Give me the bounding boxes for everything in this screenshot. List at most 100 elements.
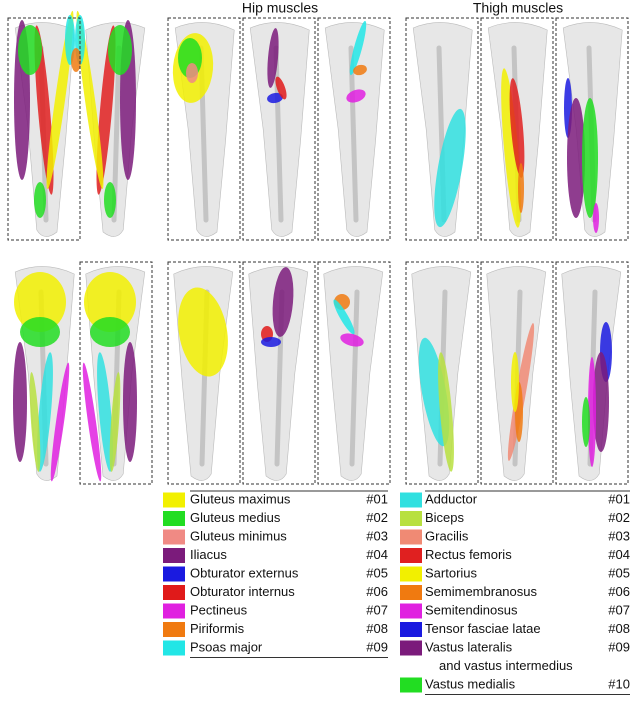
legend-swatch [400,566,422,582]
hip-header: Hip muscles [242,0,318,16]
legend-code: #05 [366,565,388,580]
muscle [511,352,519,412]
legend-label: Gluteus minimus [190,528,287,543]
muscle [434,108,466,228]
full-view [13,266,146,482]
legend-label: Semimembranosus [425,584,537,599]
legend-code: #09 [608,639,630,654]
legend-label: Gluteus maximus [190,491,291,506]
muscle [593,352,609,452]
muscle [501,68,521,228]
legend-label: Gracilis [425,528,469,543]
muscle [438,352,454,472]
legend-code: #06 [608,584,630,599]
hip-panel [248,266,309,481]
hip-panel [173,266,234,481]
muscle [518,163,524,213]
legend-code: #08 [608,621,630,636]
muscle [582,397,590,447]
legend-code: #01 [608,491,630,506]
muscle [178,287,228,377]
legend-label: Biceps [425,510,465,525]
muscle [333,299,355,335]
thigh-panel [561,266,622,481]
panel-frame [555,261,629,485]
muscle [90,317,130,347]
legend-label-continued: and vastus intermedius [439,658,573,673]
legend-code: #07 [608,602,630,617]
legend-swatch [400,585,422,600]
panel-frame [405,17,479,241]
legend-swatch [400,677,422,693]
bone [349,289,360,467]
legend-code: #02 [366,510,388,525]
legend-code: #06 [366,584,388,599]
legend-label: Semitendinosus [425,602,518,617]
bone [348,45,359,223]
muscle [267,28,279,88]
bone [273,45,284,223]
legend-swatch [400,548,422,563]
legend-swatch [163,566,185,582]
muscle [13,342,27,462]
legend-label: Obturator externus [190,565,299,580]
legend-label: Vastus lateralis [425,639,513,654]
panel-frame [7,17,81,241]
legend-code: #01 [366,491,388,506]
thigh-panel [562,22,623,237]
legend-swatch [163,622,185,637]
legend-code: #04 [366,547,388,562]
muscle [34,182,46,218]
muscle [18,25,42,75]
legend-swatch [400,529,422,545]
legend-label: Vastus medialis [425,676,516,691]
legend-label: Sartorius [425,565,478,580]
muscle [567,98,585,218]
legend-swatch [163,585,185,600]
muscle [275,76,287,100]
panel-frame [242,261,316,485]
legend-code: #08 [366,621,388,636]
thigh-header: Thigh muscles [473,0,563,16]
thigh-panel [486,266,547,481]
legend-code: #02 [608,510,630,525]
thigh-panel [412,22,473,237]
muscle [509,78,525,178]
hip-panel [172,22,235,237]
legend-code: #05 [608,565,630,580]
legend-label: Psoas major [190,639,263,654]
legend-label: Iliacus [190,547,227,562]
muscle [340,333,364,347]
muscle [108,25,132,75]
hip-panel [249,22,310,237]
muscle [272,267,294,337]
thigh-panel [487,22,548,237]
legend-swatch [400,640,422,656]
panel-frame [167,261,241,485]
panel-frame [480,261,554,485]
muscle [346,89,366,103]
legend-code: #03 [366,528,388,543]
legend-swatch [163,548,185,563]
muscle [37,352,53,472]
muscle [588,357,596,467]
muscle [84,272,136,332]
full-view [14,10,146,237]
legend-swatch [400,492,422,508]
legend-swatch [163,511,185,526]
hip-panel [323,266,384,481]
muscle [82,362,102,482]
panel-frame [242,17,316,241]
legend-code: #10 [608,676,630,691]
panel-frame [317,261,391,485]
legend-swatch [400,511,422,526]
muscle [20,317,60,347]
legend-code: #03 [608,528,630,543]
muscle [593,203,599,233]
legend-swatch [400,622,422,637]
legend-swatch [163,640,185,656]
legends: Gluteus maximus #01 Gluteus medius #02 Glute… [163,490,630,695]
panel-frame [555,17,629,241]
thigh-panel [411,266,472,481]
legend-label: Gluteus medius [190,510,281,525]
